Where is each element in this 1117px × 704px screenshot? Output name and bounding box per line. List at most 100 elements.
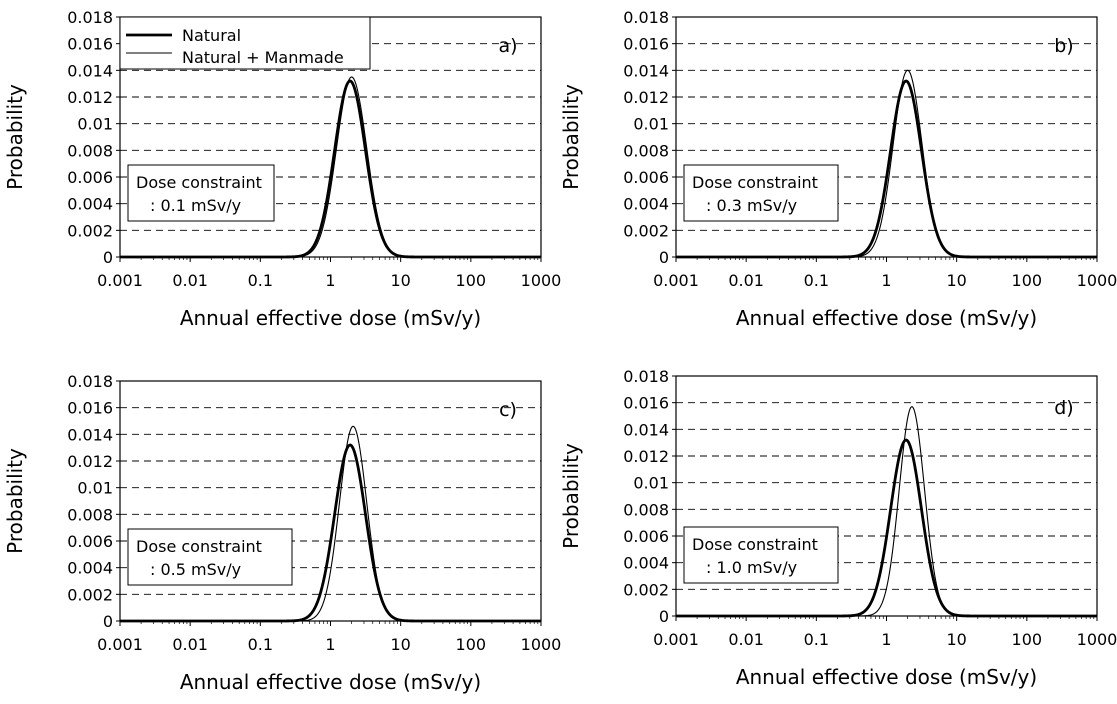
x-tick-label: 1 <box>325 635 335 654</box>
x-tick-label: 0.001 <box>653 271 699 290</box>
chart-panel-c: 0 0.002 0.004 0.006 0.008 0.01 0.012 0.014 0.016… <box>3 372 561 694</box>
y-tick-label: 0.016 <box>623 35 669 54</box>
y-tick-label: 0.004 <box>67 195 113 214</box>
annotation-line: Dose constraint <box>692 173 818 192</box>
y-tick-label: 0 <box>659 248 669 267</box>
y-tick-label: 0.004 <box>67 559 113 578</box>
x-tick-label: 100 <box>1012 271 1043 290</box>
annotation-line: : 0.3 mSv/y <box>706 196 797 215</box>
x-tick-label: 10 <box>946 630 966 649</box>
series-line-natural-manmade <box>676 69 1097 258</box>
y-tick-label: 0.002 <box>67 585 113 604</box>
x-axis-label: Annual effective dose (mSv/y) <box>180 306 481 330</box>
y-tick-label: 0.006 <box>67 168 113 187</box>
chart-panel-a: 0 0.002 0.004 0.006 0.008 0.01 0.012 0.014 0.016… <box>3 8 561 330</box>
y-tick-label: 0.01 <box>77 479 113 498</box>
series-line-natural-manmade <box>120 425 541 622</box>
x-tick-label: 0.1 <box>248 271 273 290</box>
y-axis-label: Probability <box>559 84 583 190</box>
x-tick-label: 1000 <box>1077 271 1117 290</box>
panel-label: c) <box>499 399 517 421</box>
x-tick-label: 10 <box>390 635 410 654</box>
x-tick-label: 0.01 <box>728 271 764 290</box>
x-axis-label: Annual effective dose (mSv/y) <box>736 665 1037 689</box>
y-tick-label: 0.012 <box>67 452 113 471</box>
annotation-line: : 0.1 mSv/y <box>150 196 241 215</box>
x-tick-label: 0.1 <box>248 635 273 654</box>
y-tick-label: 0.008 <box>623 141 669 160</box>
x-tick-label: 10 <box>946 271 966 290</box>
y-tick-label: 0.004 <box>623 195 669 214</box>
y-axis-label: Probability <box>559 443 583 549</box>
y-tick-label: 0.002 <box>623 580 669 599</box>
annotation-box <box>127 528 293 586</box>
panel-label: a) <box>498 35 517 57</box>
legend: Natural Natural + Manmade <box>119 16 371 70</box>
x-axis-label: Annual effective dose (mSv/y) <box>736 306 1037 330</box>
y-tick-label: 0.018 <box>623 8 669 27</box>
x-tick-label: 0.001 <box>97 635 143 654</box>
y-tick-label: 0.008 <box>67 505 113 524</box>
legend-box <box>119 16 371 70</box>
x-tick-label: 1000 <box>521 271 562 290</box>
y-tick-label: 0.002 <box>623 221 669 240</box>
y-tick-label: 0.006 <box>67 532 113 551</box>
y-tick-label: 0.01 <box>77 115 113 134</box>
y-tick-label: 0.014 <box>67 61 113 80</box>
y-tick-label: 0 <box>103 612 113 631</box>
annotation-line: Dose constraint <box>136 537 262 556</box>
x-tick-label: 0.001 <box>653 630 699 649</box>
chart-panel-d: 0 0.002 0.004 0.006 0.008 0.01 0.012 0.014 0.016… <box>559 367 1117 689</box>
x-tick-label: 0.01 <box>172 635 208 654</box>
y-tick-label: 0.014 <box>623 61 669 80</box>
x-tick-label: 1 <box>325 271 335 290</box>
x-tick-label: 1000 <box>521 635 562 654</box>
x-tick-label: 10 <box>390 271 410 290</box>
panel-label: d) <box>1054 397 1073 419</box>
y-tick-label: 0.016 <box>623 394 669 413</box>
legend-label: Natural <box>182 26 241 45</box>
annotation-line: Dose constraint <box>692 535 818 554</box>
y-tick-label: 0.018 <box>623 367 669 386</box>
y-tick-label: 0.016 <box>67 35 113 54</box>
y-tick-label: 0.018 <box>67 372 113 391</box>
y-tick-label: 0.014 <box>67 425 113 444</box>
y-tick-label: 0.006 <box>623 527 669 546</box>
chart-panel-b: 0 0.002 0.004 0.006 0.008 0.01 0.012 0.014 0.016… <box>559 8 1117 330</box>
y-tick-label: 0.008 <box>67 141 113 160</box>
y-axis-label: Probability <box>3 84 27 190</box>
x-tick-label: 1 <box>881 630 891 649</box>
y-tick-label: 0.012 <box>623 447 669 466</box>
y-tick-label: 0.006 <box>623 168 669 187</box>
annotation-line: Dose constraint <box>136 173 262 192</box>
y-tick-label: 0.01 <box>633 115 669 134</box>
x-tick-label: 0.001 <box>97 271 143 290</box>
annotation-box <box>683 526 839 584</box>
panel-label: b) <box>1054 35 1073 57</box>
y-tick-label: 0.012 <box>623 88 669 107</box>
y-tick-label: 0.002 <box>67 221 113 240</box>
y-tick-label: 0.014 <box>623 420 669 439</box>
x-tick-label: 1000 <box>1077 630 1117 649</box>
y-tick-label: 0 <box>659 607 669 626</box>
series-line-natural-manmade <box>120 76 541 258</box>
annotation-line: : 1.0 mSv/y <box>706 558 797 577</box>
y-tick-label: 0.018 <box>67 8 113 27</box>
annotation-box <box>127 164 275 222</box>
x-tick-label: 100 <box>1012 630 1043 649</box>
x-tick-label: 0.01 <box>172 271 208 290</box>
x-tick-label: 100 <box>456 635 487 654</box>
y-tick-label: 0.01 <box>633 474 669 493</box>
series-line-natural-manmade <box>676 406 1097 617</box>
x-tick-label: 0.01 <box>728 630 764 649</box>
annotation-line: : 0.5 mSv/y <box>150 560 241 579</box>
y-tick-label: 0.008 <box>623 500 669 519</box>
legend-label: Natural + Manmade <box>182 48 344 67</box>
x-tick-label: 1 <box>881 271 891 290</box>
x-tick-label: 100 <box>456 271 487 290</box>
y-axis-label: Probability <box>3 448 27 554</box>
y-tick-label: 0.016 <box>67 399 113 418</box>
annotation-box <box>683 164 839 222</box>
